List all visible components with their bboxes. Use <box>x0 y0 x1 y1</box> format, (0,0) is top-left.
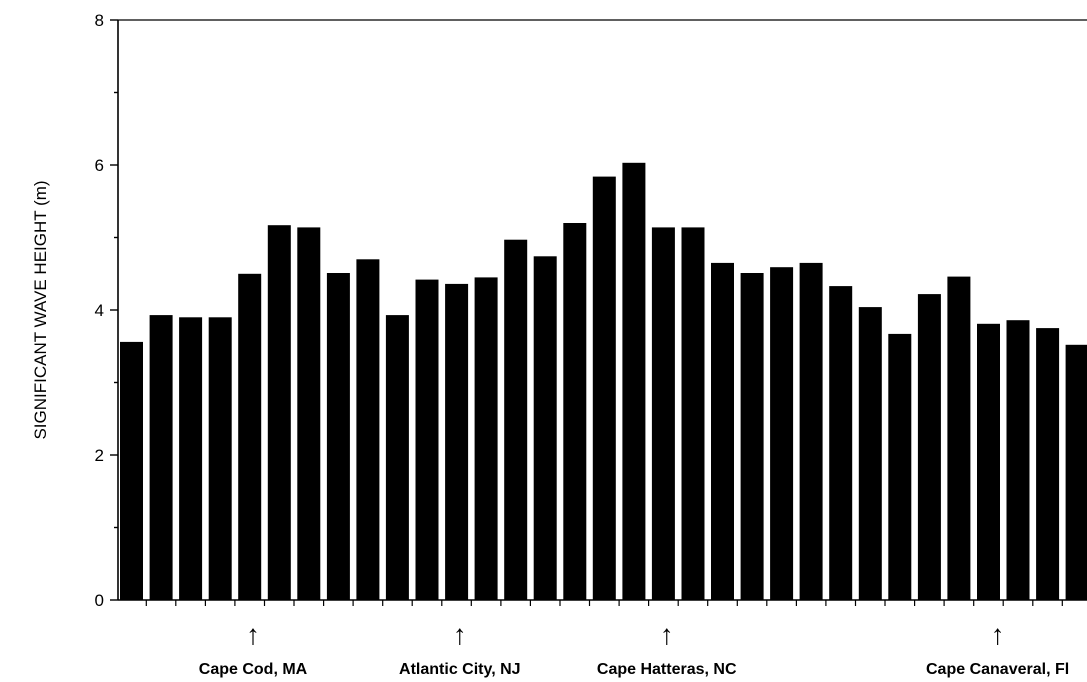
x-ticks <box>145 600 1063 606</box>
annotations: ↑ Cape Cod, MA ↑ Atlantic City, NJ ↑ Cape Hat… <box>199 619 1069 678</box>
bar-24 <box>799 262 823 600</box>
bar-8 <box>326 273 350 600</box>
bar-7 <box>297 227 321 600</box>
location-arrow-icon: ↑ <box>453 619 467 650</box>
y-tick-label: 2 <box>95 446 104 465</box>
bar-19 <box>651 227 675 600</box>
bar-1 <box>120 341 143 600</box>
bar-15 <box>533 256 557 600</box>
bar-13 <box>474 277 498 600</box>
bar-29 <box>947 276 971 600</box>
bar-21 <box>711 262 734 600</box>
location-label: Cape Canaveral, Fl <box>926 661 1069 678</box>
bar-6 <box>267 225 291 600</box>
location-arrow-icon: ↑ <box>246 619 260 650</box>
location-arrow-icon: ↑ <box>660 619 674 650</box>
bar-25 <box>829 286 853 600</box>
bar-10 <box>385 315 409 600</box>
bar-17 <box>592 176 616 600</box>
bar-23 <box>770 267 794 600</box>
y-tick-label: 4 <box>95 301 104 320</box>
bar-4 <box>208 317 232 601</box>
location-label: Cape Hatteras, NC <box>597 661 737 678</box>
bar-32 <box>1036 328 1060 600</box>
location-label: Cape Cod, MA <box>199 661 308 678</box>
bars <box>120 162 1087 601</box>
bar-14 <box>504 239 528 600</box>
bar-22 <box>740 273 764 600</box>
bar-12 <box>445 283 469 600</box>
y-axis-label: SIGNIFICANT WAVE HEIGHT (m) <box>31 180 50 439</box>
bar-3 <box>179 317 203 601</box>
bar-2 <box>149 315 173 600</box>
bar-33 <box>1065 344 1087 600</box>
y-tick-label: 8 <box>95 11 104 30</box>
bar-27 <box>888 333 912 600</box>
location-label: Atlantic City, NJ <box>399 661 521 678</box>
y-ticks: 0 2 4 6 8 <box>95 11 118 610</box>
bar-30 <box>977 323 1000 600</box>
y-tick-label: 0 <box>95 591 104 610</box>
bar-31 <box>1006 320 1030 600</box>
location-arrow-icon: ↑ <box>991 619 1005 650</box>
bar-26 <box>858 307 882 600</box>
bar-5 <box>238 273 262 601</box>
bar-18 <box>622 162 646 601</box>
bar-20 <box>681 227 705 600</box>
bar-28 <box>917 294 941 600</box>
y-tick-label: 6 <box>95 156 104 175</box>
bar-9 <box>356 259 380 601</box>
bar-11 <box>415 279 439 600</box>
bar-16 <box>563 223 587 600</box>
